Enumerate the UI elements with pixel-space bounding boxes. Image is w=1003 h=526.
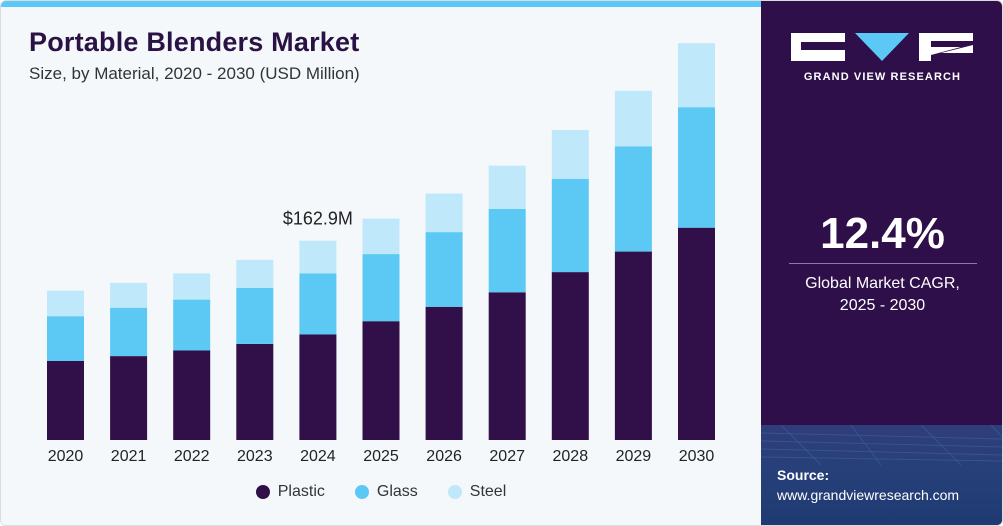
chart-subtitle: Size, by Material, 2020 - 2030 (USD Mill… [29,64,360,83]
bar-plastic-2024 [299,334,337,440]
legend-swatch-steel [447,485,462,499]
cagr-label-line1: Global Market CAGR, [805,275,960,292]
cagr-label: Global Market CAGR, 2025 - 2030 [761,273,1002,317]
legend-item-steel: Steel [447,483,507,501]
legend-item-glass: Glass [354,483,418,501]
legend-label-plastic: Plastic [277,483,325,500]
source-block: Source: www.grandviewresearch.com [761,425,1002,525]
legend-swatch-plastic [255,485,270,499]
top-accent-bar [1,1,761,7]
bar-glass-2028 [551,179,589,273]
bar-glass-2029 [614,146,652,252]
x-tick-label-2021: 2021 [111,448,147,465]
bar-glass-2030 [678,107,715,228]
bar-glass-2025 [362,254,400,322]
bar-glass-2026 [425,232,463,307]
legend-label-glass: Glass [376,483,418,500]
bar-glass-2024 [299,273,337,335]
legend-label-steel: Steel [469,483,507,500]
source-link[interactable]: www.grandviewresearch.com [777,487,960,503]
bar-plastic-2021 [110,356,148,440]
bar-steel-2020 [47,290,84,317]
bar-plastic-2022 [173,350,211,440]
x-tick-label-2030: 2030 [679,448,715,465]
cagr-label-line2: 2025 - 2030 [839,297,926,314]
x-tick-label-2029: 2029 [616,448,652,465]
bar-steel-2026 [425,193,463,233]
x-tick-label-2028: 2028 [553,448,589,465]
brand-name: GRAND VIEW RESEARCH [803,71,962,83]
x-tick-label-2024: 2024 [300,448,336,465]
x-tick-label-2025: 2025 [363,448,399,465]
bar-plastic-2029 [614,251,652,440]
legend-item-plastic: Plastic [255,483,325,501]
bar-steel-2022 [173,273,211,300]
bar-plastic-2027 [488,292,526,440]
bar-glass-2027 [488,209,526,293]
bar-steel-2021 [110,282,148,308]
bar-glass-2022 [173,299,211,351]
x-tick-label-2026: 2026 [426,448,462,465]
cagr-value: 12.4% [820,209,945,258]
bar-steel-2028 [551,130,589,179]
bar-plastic-2028 [551,272,589,440]
bar-plastic-2023 [236,343,274,440]
bar-glass-2020 [47,316,84,361]
bar-steel-2027 [488,165,526,209]
cagr-divider [789,263,977,264]
grand-view-research-logo [791,33,973,61]
bar-steel-2029 [614,90,652,147]
bar-chart: 2020 2021 2022 2023 2024 $162.9M 2025 2026 2027 2… [47,43,715,465]
source-label: Source: [777,467,830,483]
bar-glass-2021 [110,307,148,357]
bar-plastic-2025 [362,321,400,440]
source-background-pattern [761,425,1002,466]
data-label-2024-total: $162.9M [283,209,353,229]
bar-plastic-2026 [425,306,463,440]
bar-steel-2025 [362,218,400,254]
sidebar-panel: GRAND VIEW RESEARCH 12.4% Global Market … [761,1,1002,525]
chart-legend: Plastic Glass Steel [1,483,761,501]
legend-swatch-glass [354,485,369,499]
bar-plastic-2020 [47,361,84,440]
chart-title: Portable Blenders Market [29,27,360,57]
x-tick-label-2023: 2023 [237,448,273,465]
x-tick-label-2020: 2020 [48,448,84,465]
bar-steel-2030 [678,43,715,108]
bar-plastic-2030 [678,227,715,440]
x-tick-label-2027: 2027 [489,448,525,465]
x-tick-label-2022: 2022 [174,448,210,465]
bar-glass-2023 [236,287,274,344]
bar-steel-2024 [299,240,337,274]
bar-steel-2023 [236,259,274,288]
